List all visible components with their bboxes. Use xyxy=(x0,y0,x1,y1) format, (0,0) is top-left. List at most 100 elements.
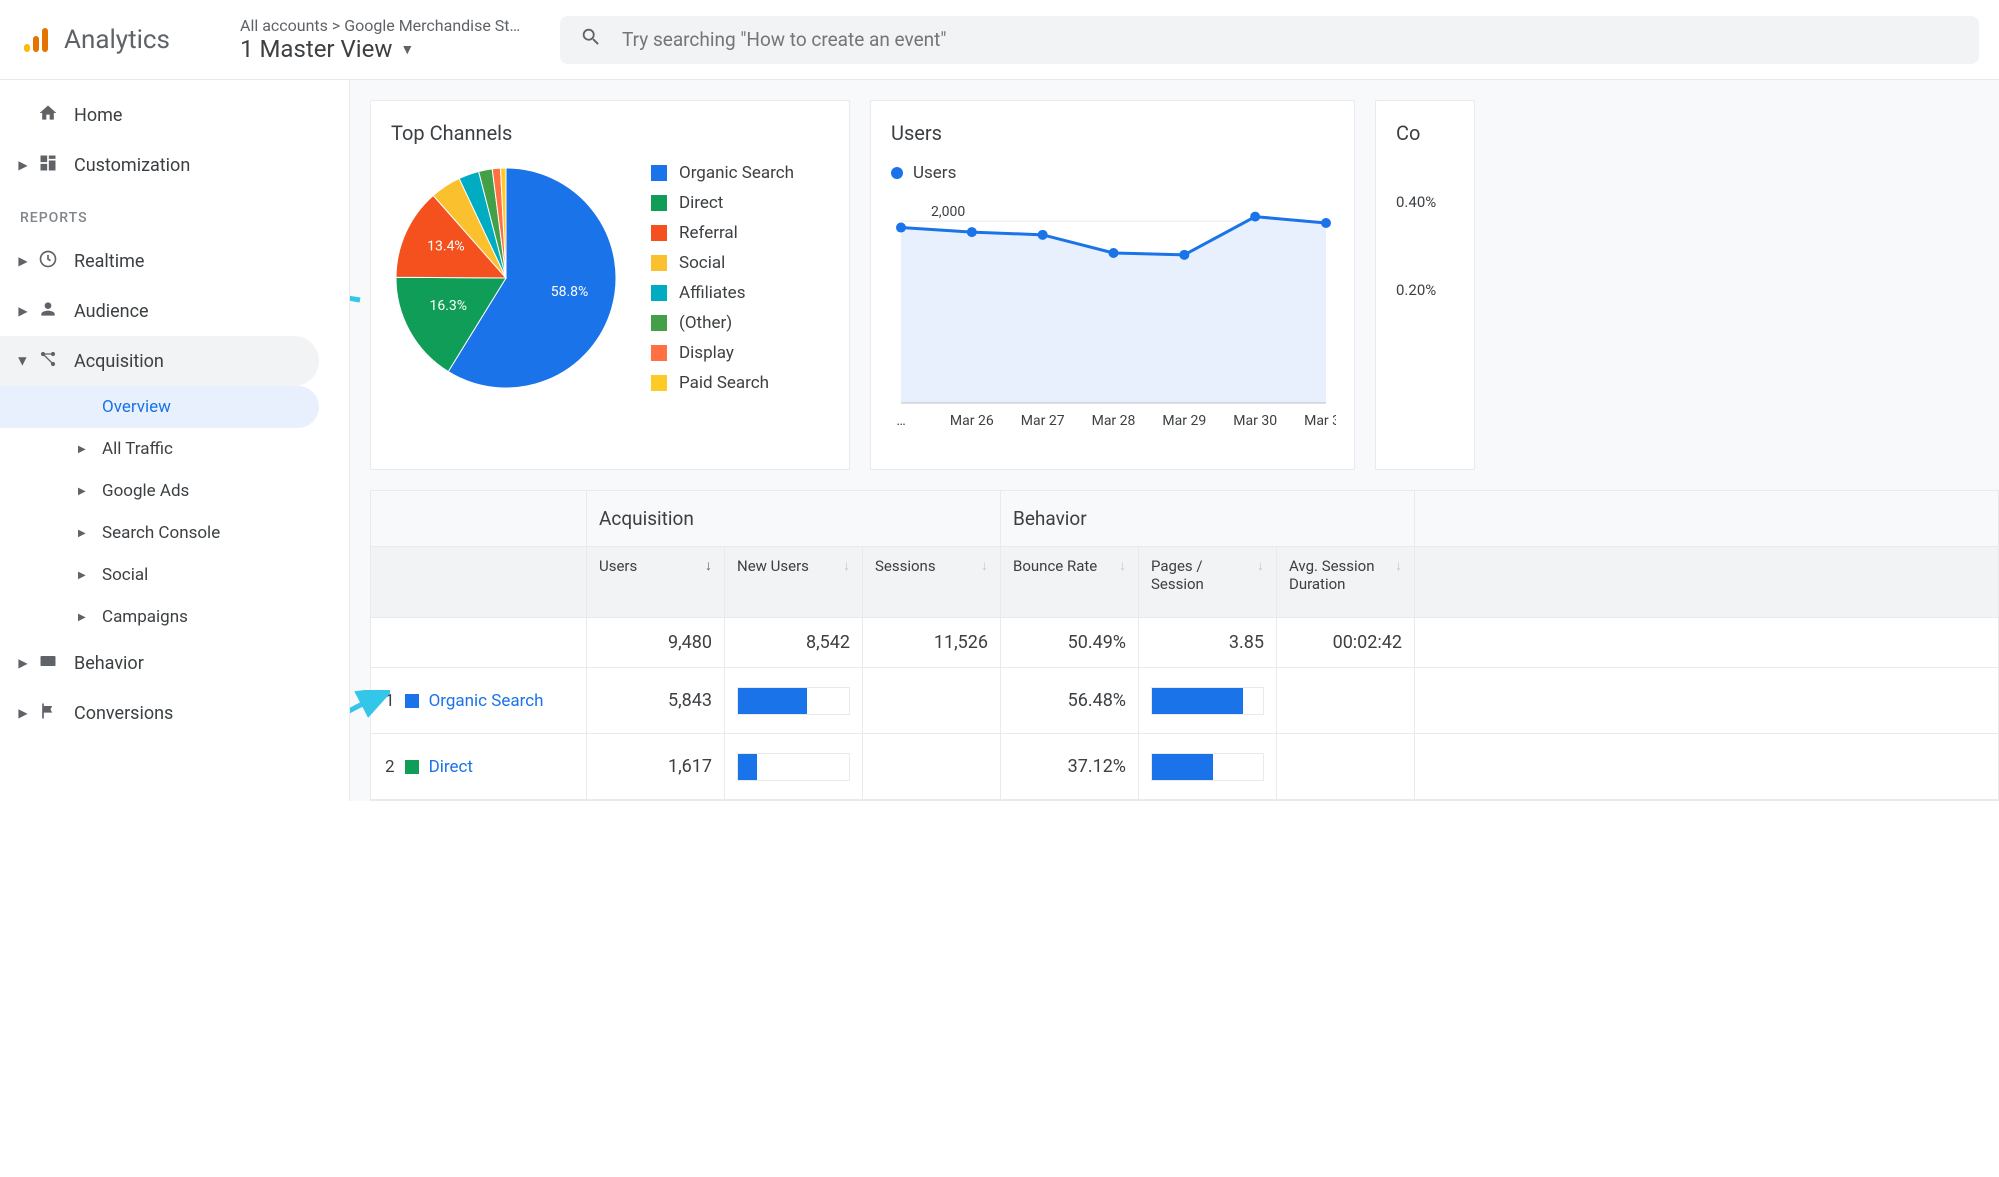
legend-swatch-icon xyxy=(651,315,667,331)
svg-text:Mar 27: Mar 27 xyxy=(1021,413,1065,429)
col-bounce[interactable]: Bounce Rate↓ xyxy=(1001,547,1139,617)
expand-icon: ▶ xyxy=(16,656,30,670)
row-name[interactable]: Direct xyxy=(429,757,473,777)
sort-icon: ↓ xyxy=(843,557,850,574)
expand-icon: ▶ xyxy=(78,570,92,581)
sort-icon: ↓ xyxy=(981,557,988,574)
legend-item[interactable]: Paid Search xyxy=(651,373,794,393)
cell-sessions-bar xyxy=(863,668,1001,733)
pie-legend: Organic Search Direct Referral Social Affili… xyxy=(651,163,794,403)
cell-duration-bar xyxy=(1277,734,1415,799)
sidebar-sub-search-console[interactable]: ▶Search Console xyxy=(0,512,349,554)
col-new-users[interactable]: New Users↓ xyxy=(725,547,863,617)
expand-icon: ▶ xyxy=(78,444,92,455)
sort-icon: ↓ xyxy=(1395,557,1402,574)
logo-text: Analytics xyxy=(64,25,170,55)
nav-label: Acquisition xyxy=(74,351,164,372)
users-card: Users Users 2,0001,000…Mar 26Mar 27Mar 2… xyxy=(870,100,1355,470)
legend-label: Affiliates xyxy=(679,283,745,303)
sidebar-sub-google-ads[interactable]: ▶Google Ads xyxy=(0,470,349,512)
col-duration[interactable]: Avg. Session Duration↓ xyxy=(1277,547,1415,617)
legend-label: Social xyxy=(679,253,725,273)
sidebar-item-conversions[interactable]: ▶ Conversions xyxy=(0,688,349,738)
legend-label: Organic Search xyxy=(679,163,794,183)
sidebar-item-realtime[interactable]: ▶ Realtime xyxy=(0,236,349,286)
legend-item[interactable]: Organic Search xyxy=(651,163,794,183)
sidebar-sub-overview[interactable]: Overview xyxy=(0,386,319,428)
sidebar-item-behavior[interactable]: ▶ Behavior xyxy=(0,638,349,688)
legend-item[interactable]: Referral xyxy=(651,223,794,243)
cell-pages-bar xyxy=(1139,734,1277,799)
sidebar-sub-all-traffic[interactable]: ▶All Traffic xyxy=(0,428,349,470)
cell-pages-bar xyxy=(1139,668,1277,733)
sub-label: Overview xyxy=(102,397,171,417)
clock-icon xyxy=(36,249,60,274)
sidebar-item-customization[interactable]: ▶ Customization xyxy=(0,140,349,190)
legend-item[interactable]: Direct xyxy=(651,193,794,213)
group-header-behavior: Behavior xyxy=(1001,491,1415,546)
nav-label: Customization xyxy=(74,155,190,176)
cell-bounce: 56.48% xyxy=(1001,668,1139,733)
legend-item[interactable]: Affiliates xyxy=(651,283,794,303)
nav-label: Realtime xyxy=(74,251,144,272)
cell-users: 5,843 xyxy=(587,668,725,733)
nav-label: Conversions xyxy=(74,703,173,724)
row-name[interactable]: Organic Search xyxy=(429,691,544,711)
sidebar-item-audience[interactable]: ▶ Audience xyxy=(0,286,349,336)
table-row[interactable]: 1Organic Search5,84356.48% xyxy=(371,668,1998,734)
legend-swatch-icon xyxy=(651,225,667,241)
legend-item[interactable]: Display xyxy=(651,343,794,363)
cell-users: 1,617 xyxy=(587,734,725,799)
section-reports: REPORTS xyxy=(0,190,349,236)
nav-label: Behavior xyxy=(74,653,144,674)
pie-chart: 58.8%16.3%13.4% xyxy=(391,163,621,393)
expand-icon: ▶ xyxy=(78,612,92,623)
series-label: Users xyxy=(891,163,1334,183)
search-input[interactable] xyxy=(622,28,1959,51)
totals-row: 9,480 8,542 11,526 50.49% 3.85 00:02:42 xyxy=(371,618,1998,668)
sidebar-item-acquisition[interactable]: ▶ Acquisition xyxy=(0,336,319,386)
col-sessions[interactable]: Sessions↓ xyxy=(863,547,1001,617)
sidebar-item-home[interactable]: Home xyxy=(0,90,349,140)
breadcrumb: All accounts > Google Merchandise St… xyxy=(240,16,550,35)
y-tick: 0.20% xyxy=(1396,281,1474,299)
svg-text:13.4%: 13.4% xyxy=(427,239,465,255)
top-channels-card: Top Channels 58.8%16.3%13.4% Organic Sea… xyxy=(370,100,850,470)
behavior-icon xyxy=(36,651,60,676)
legend-swatch-icon xyxy=(651,255,667,271)
series-dot-icon xyxy=(891,167,903,179)
svg-text:2,000: 2,000 xyxy=(931,204,965,220)
nav-label: Home xyxy=(74,105,122,126)
legend-item[interactable]: Social xyxy=(651,253,794,273)
sidebar-sub-social[interactable]: ▶ Social xyxy=(0,554,349,596)
acquisition-icon xyxy=(36,349,60,374)
row-swatch-icon xyxy=(405,694,419,708)
flag-icon xyxy=(36,701,60,726)
person-icon xyxy=(36,299,60,324)
col-users[interactable]: Users↓ xyxy=(587,547,725,617)
expand-icon: ▶ xyxy=(16,158,30,172)
svg-text:Mar 31: Mar 31 xyxy=(1304,413,1336,429)
annotation-arrow-1 xyxy=(350,270,370,310)
legend-label: Direct xyxy=(679,193,723,213)
sub-label: Social xyxy=(102,565,148,585)
row-label: 2Direct xyxy=(371,734,587,799)
card-title: Co xyxy=(1396,121,1474,145)
svg-text:58.8%: 58.8% xyxy=(551,284,589,300)
cell-new-users-bar xyxy=(725,668,863,733)
table-row[interactable]: 2Direct1,61737.12% xyxy=(371,734,1998,800)
account-selector[interactable]: All accounts > Google Merchandise St… 1 … xyxy=(240,16,550,63)
cell-sessions-bar xyxy=(863,734,1001,799)
svg-text:Mar 29: Mar 29 xyxy=(1162,413,1206,429)
view-dropdown[interactable]: 1 Master View ▼ xyxy=(240,35,550,63)
sort-down-icon: ↓ xyxy=(705,557,712,574)
row-swatch-icon xyxy=(405,760,419,774)
sidebar-sub-campaigns[interactable]: ▶Campaigns xyxy=(0,596,349,638)
search-box[interactable] xyxy=(560,16,1979,64)
legend-item[interactable]: (Other) xyxy=(651,313,794,333)
content-area: Top Channels 58.8%16.3%13.4% Organic Sea… xyxy=(350,80,1999,801)
total-users: 9,480 xyxy=(587,618,725,667)
sidebar: Home ▶ Customization REPORTS ▶ Realtime … xyxy=(0,80,350,801)
logo-area: Analytics xyxy=(20,24,220,56)
col-pages[interactable]: Pages / Session↓ xyxy=(1139,547,1277,617)
